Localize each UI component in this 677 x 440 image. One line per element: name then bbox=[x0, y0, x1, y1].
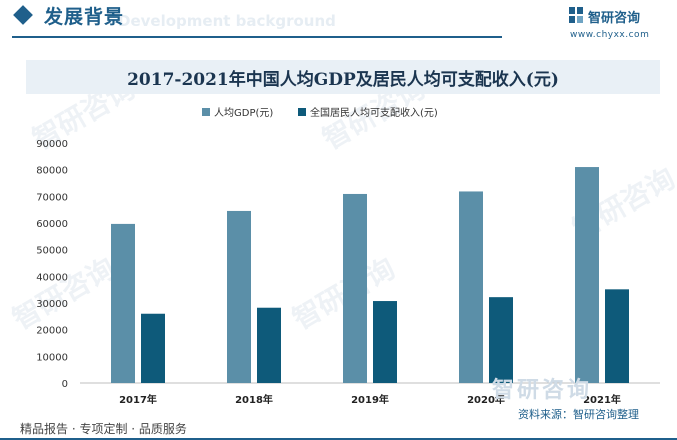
legend-swatch bbox=[298, 108, 306, 116]
y-tick-label: 20000 bbox=[36, 326, 68, 337]
chart-title: 2017-2021年中国人均GDP及居民人均可支配收入(元) bbox=[127, 70, 559, 90]
brand: 智研咨询 www.chyxx.com bbox=[568, 4, 673, 44]
income-bar bbox=[373, 301, 397, 383]
legend-swatch bbox=[202, 108, 210, 116]
footer-tagline: 精品报告 · 专项定制 · 品质服务 bbox=[20, 422, 187, 436]
header-divider bbox=[12, 36, 502, 38]
gdp-bar bbox=[459, 191, 483, 383]
x-tick-label: 2017年 bbox=[119, 393, 157, 406]
legend-label: 全国居民人均可支配收入(元) bbox=[310, 106, 438, 119]
gdp-bar bbox=[227, 210, 251, 383]
source-note: 资料来源：智研咨询整理 bbox=[518, 408, 639, 421]
y-tick-label: 90000 bbox=[36, 139, 68, 150]
y-tick-label: 0 bbox=[62, 379, 68, 390]
y-tick-label: 30000 bbox=[36, 299, 68, 310]
watermark-logo: 智研咨询 bbox=[492, 378, 593, 403]
legend-label: 人均GDP(元) bbox=[214, 107, 273, 119]
x-tick-label: 2021年 bbox=[583, 393, 621, 406]
chart-title-band: 2017-2021年中国人均GDP及居民人均可支配收入(元) bbox=[26, 60, 660, 94]
section-subtitle: Development background bbox=[118, 12, 336, 30]
y-tick-label: 70000 bbox=[36, 192, 68, 203]
gdp-bar bbox=[343, 193, 367, 383]
gdp-bar bbox=[575, 167, 599, 383]
income-bar bbox=[141, 313, 165, 383]
x-tick-label: 2019年 bbox=[351, 393, 389, 406]
brand-logo-icon bbox=[569, 7, 583, 23]
y-tick-label: 80000 bbox=[36, 166, 68, 177]
x-tick-label: 2018年 bbox=[235, 393, 273, 406]
section-title: 发展背景 bbox=[44, 6, 125, 28]
y-tick-label: 10000 bbox=[36, 352, 68, 363]
income-bar bbox=[489, 297, 513, 383]
y-tick-label: 40000 bbox=[36, 272, 68, 283]
footer-divider bbox=[0, 438, 677, 440]
brand-name: 智研咨询 bbox=[588, 11, 641, 26]
brand-url[interactable]: www.chyxx.com bbox=[570, 30, 650, 40]
y-tick-label: 60000 bbox=[36, 219, 68, 230]
income-bar bbox=[605, 289, 629, 383]
gdp-bar bbox=[111, 223, 135, 383]
income-bar bbox=[257, 307, 281, 383]
page-header: Development background 发展背景 智研咨询 www.chy… bbox=[0, 0, 677, 46]
x-tick-label: 2020年 bbox=[467, 393, 505, 406]
y-tick-label: 50000 bbox=[36, 246, 68, 257]
